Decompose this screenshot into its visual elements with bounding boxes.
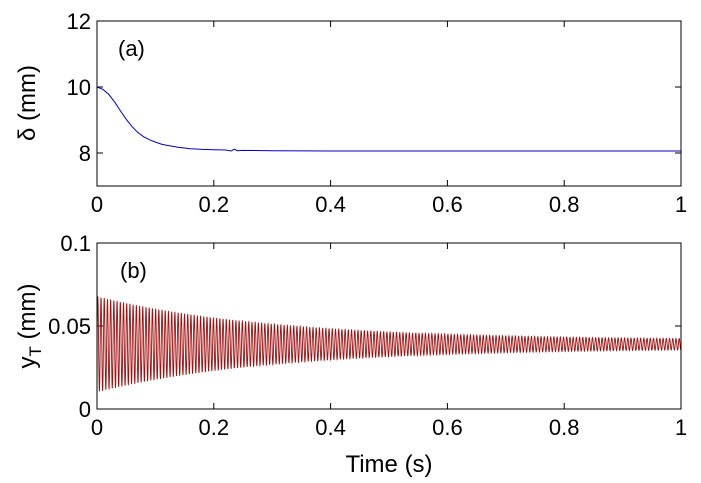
panel-b-ylabel: yT (mm) xyxy=(14,283,45,368)
panel-b-xlabel: Time (s) xyxy=(345,451,432,478)
panel-a-xtick-label-5: 1 xyxy=(675,192,687,217)
panel-b-xtick-label-2: 0.4 xyxy=(315,415,346,440)
panel-b-ytick-label-2: 0.1 xyxy=(60,231,91,256)
panel-b-ylabel-unit: (mm) xyxy=(14,283,41,346)
panel-b-frame xyxy=(96,242,682,410)
panel-a-frame xyxy=(96,20,682,187)
panel-b-tag: (b) xyxy=(120,258,147,283)
panel-b-xtick-label-0: 0 xyxy=(91,415,103,440)
panel-b-tick-labels: 0 0.2 0.4 0.6 0.8 1 0 0.05 0.1 xyxy=(48,231,687,440)
panel-b-xtick-label-1: 0.2 xyxy=(199,415,230,440)
panel-a-ylabel: δ (mm) xyxy=(14,65,41,141)
panel-a-series-line xyxy=(96,86,681,152)
panel-b-ylabel-sub: T xyxy=(26,346,45,356)
panel-a-tick-labels: 0 0.2 0.4 0.6 0.8 1 8 10 12 xyxy=(67,9,688,217)
panel-b-ytick-label-0: 0 xyxy=(79,397,91,422)
panel-a-ytick-label-0: 8 xyxy=(79,141,91,166)
panel-a-xtick-label-3: 0.6 xyxy=(432,192,463,217)
panel-a-ytick-label-2: 12 xyxy=(67,9,91,34)
panel-a-tag: (a) xyxy=(118,36,145,61)
panel-b-ytick-label-1: 0.05 xyxy=(48,314,91,339)
panel-a-xtick-label-2: 0.4 xyxy=(315,192,346,217)
panel-a-xtick-label-4: 0.8 xyxy=(549,192,580,217)
panel-b-series-line xyxy=(96,296,682,410)
panel-b-xtick-label-4: 0.8 xyxy=(549,415,580,440)
panel-a: 0 0.2 0.4 0.6 0.8 1 8 10 12 (a) δ (mm) xyxy=(14,9,687,217)
panel-b-xtick-label-3: 0.6 xyxy=(432,415,463,440)
panel-b: 0 0.2 0.4 0.6 0.8 1 0 0.05 0.1 (b) yT (mm) Time … xyxy=(14,231,687,478)
panel-a-xtick-label-1: 0.2 xyxy=(199,192,230,217)
panel-a-ytick-label-1: 10 xyxy=(67,75,91,100)
panel-b-xtick-label-5: 1 xyxy=(675,415,687,440)
panel-b-ylabel-main: y xyxy=(14,357,41,369)
panel-a-xtick-label-0: 0 xyxy=(91,192,103,217)
